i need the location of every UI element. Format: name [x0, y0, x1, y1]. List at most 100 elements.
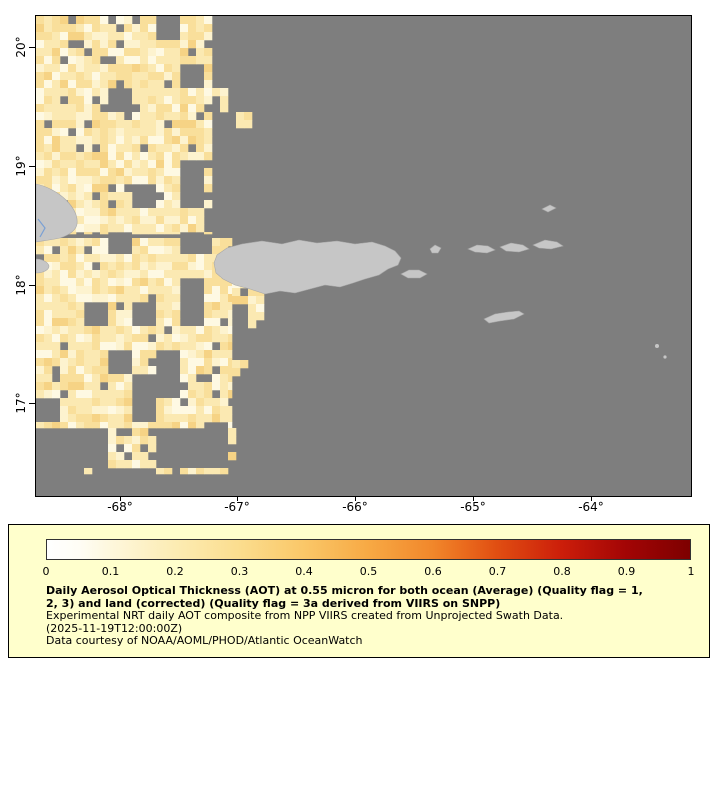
aot-cell: [44, 358, 53, 367]
aot-cell: [156, 246, 165, 255]
aot-cell: [116, 326, 125, 335]
aot-cell: [164, 232, 173, 235]
aot-cell: [140, 24, 149, 33]
aot-cell: [52, 254, 61, 263]
aot-cell: [124, 152, 133, 161]
aot-cell: [204, 262, 213, 271]
aot-cell: [188, 208, 197, 217]
aot-cell: [140, 254, 149, 263]
aot-cell: [52, 112, 61, 121]
aot-cell: [92, 64, 101, 73]
aot-cell: [108, 80, 117, 89]
aot-cell: [172, 208, 181, 217]
aot-cell: [172, 414, 181, 423]
aot-cell: [108, 294, 117, 303]
aot-cell: [148, 254, 157, 263]
aot-cell: [108, 278, 117, 287]
aot-cell: [220, 366, 229, 375]
aot-cell: [212, 406, 221, 415]
aot-cell: [204, 136, 213, 145]
aot-cell: [188, 334, 197, 343]
aot-cell: [36, 350, 45, 359]
aot-cell: [36, 382, 45, 391]
aot-cell: [156, 406, 165, 415]
aot-cell: [124, 216, 133, 225]
aot-cell: [76, 278, 85, 287]
aot-cell: [68, 334, 77, 343]
aot-cell: [100, 80, 109, 89]
aot-cell: [100, 16, 109, 25]
aot-cell: [100, 192, 109, 201]
aot-cell: [60, 80, 69, 89]
lat-tick-label: 17°: [14, 392, 28, 414]
aot-cell: [124, 422, 133, 429]
aot-cell: [248, 320, 257, 329]
colorbar-tick-label: 0.9: [617, 565, 636, 578]
aot-cell: [124, 406, 133, 415]
aot-cell: [228, 366, 233, 375]
aot-cell: [188, 422, 197, 429]
aot-cell: [172, 398, 181, 407]
aot-cell: [36, 246, 45, 255]
aot-cell: [232, 288, 241, 297]
aot-cell: [124, 334, 133, 343]
aot-cell: [228, 342, 233, 351]
aot-cell: [188, 104, 197, 113]
aot-cell: [84, 192, 93, 201]
aot-cell: [100, 366, 109, 375]
aot-cell: [228, 334, 233, 343]
aot-cell: [52, 422, 61, 429]
aot-cell: [172, 238, 181, 247]
aot-cell: [156, 200, 165, 209]
aot-cell: [76, 254, 85, 263]
aot-cell: [52, 334, 61, 343]
aot-cell: [164, 270, 173, 279]
aot-cell: [212, 374, 221, 383]
aot-cell: [140, 160, 149, 169]
aot-cell: [100, 152, 109, 161]
lon-tick-label: -67°: [224, 500, 250, 514]
aot-cell: [164, 238, 173, 247]
aot-cell: [156, 270, 165, 279]
aot-cell: [148, 168, 157, 177]
aot-cell: [172, 112, 181, 121]
aot-cell: [100, 168, 109, 177]
aot-cell: [44, 168, 53, 177]
aot-cell: [172, 318, 181, 327]
aot-cell: [204, 294, 213, 303]
aot-cell: [92, 184, 101, 193]
aot-cell: [188, 224, 197, 233]
aot-cell: [172, 254, 181, 263]
aot-cell: [44, 56, 53, 65]
aot-cell: [196, 104, 205, 113]
lat-tick: [29, 285, 35, 286]
aot-cell: [100, 40, 109, 49]
aot-cell: [52, 72, 61, 81]
aot-cell: [44, 374, 53, 383]
aot-cell: [132, 48, 141, 57]
aot-cell: [44, 104, 53, 113]
aot-cell: [84, 358, 93, 367]
aot-cell: [100, 342, 109, 351]
aot-cell: [36, 56, 45, 65]
caption-line: Data courtesy of NOAA/AOML/PHOD/Atlantic…: [46, 634, 363, 648]
aot-cell: [188, 270, 197, 279]
aot-cell: [100, 64, 109, 73]
aot-cell: [256, 312, 265, 321]
aot-cell: [68, 176, 77, 185]
aot-cell: [196, 358, 205, 367]
aot-cell: [232, 296, 241, 305]
aot-cell: [92, 246, 101, 255]
aot-cell: [140, 262, 149, 271]
aot-cell: [108, 112, 117, 121]
aot-cell: [228, 406, 233, 415]
aot-cell: [92, 72, 101, 81]
aot-cell: [156, 88, 165, 97]
aot-cell: [116, 286, 125, 295]
aot-cell: [44, 96, 53, 105]
aot-cell: [172, 342, 181, 351]
aot-cell: [84, 390, 93, 399]
aot-cell: [44, 64, 53, 73]
aot-cell: [164, 56, 173, 65]
aot-cell: [92, 406, 101, 415]
